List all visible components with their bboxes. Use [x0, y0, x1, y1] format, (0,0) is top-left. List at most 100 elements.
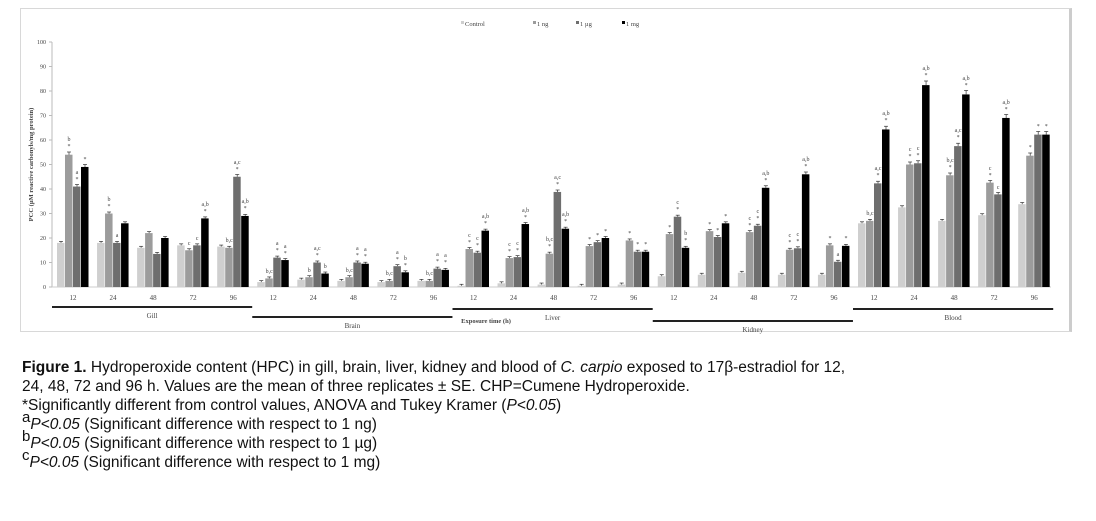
x-tick-label: 96: [630, 294, 638, 302]
bar: [537, 284, 546, 287]
note-c: cP<0.05 (Significant difference with res…: [22, 447, 1082, 472]
bar: [321, 273, 329, 287]
bar: [425, 280, 433, 287]
bar: [361, 263, 369, 287]
significance-label: a,b *: [802, 157, 810, 170]
significance-label: a,c *: [874, 166, 882, 180]
bar: [57, 242, 65, 287]
note-a: aP<0.05 (Significant difference with res…: [22, 409, 1082, 434]
significance-label: a *: [435, 252, 439, 266]
bar: [481, 230, 489, 287]
note-superscript: c: [22, 447, 30, 464]
figure-caption: Figure 1. Hydroperoxide content (HPC) in…: [22, 358, 1082, 472]
significance-label: *: [1028, 145, 1032, 151]
significance-label: c *: [788, 233, 792, 247]
significance-label: a *: [395, 249, 399, 263]
bar: [457, 285, 465, 287]
significance-label: c *: [796, 231, 800, 245]
significance-label: c *: [748, 215, 752, 229]
significance-label: c: [187, 240, 191, 247]
significance-label: *: [708, 221, 712, 228]
bar: [697, 274, 706, 287]
bar: [721, 223, 730, 287]
significance-label: *: [1044, 123, 1048, 130]
significance-label: c: [195, 235, 199, 242]
bar: [97, 242, 105, 287]
significance-label: a *: [75, 169, 79, 183]
significance-label: b,c: [385, 271, 393, 278]
y-tick-label: 20: [40, 236, 46, 242]
significance-label: *: [1036, 123, 1040, 130]
bar: [553, 191, 562, 287]
bar: [705, 231, 714, 287]
y-tick-label: 60: [40, 138, 46, 144]
significance-label: *: [636, 242, 640, 249]
bar: [785, 249, 794, 287]
bar: [177, 245, 185, 287]
significance-label: a,b *: [521, 207, 530, 221]
x-tick-label: 24: [911, 294, 919, 302]
note-text: (Significant difference with respect to …: [79, 454, 381, 471]
bar: [1002, 117, 1010, 287]
bar: [593, 242, 602, 287]
y-tick-label: 100: [37, 40, 46, 46]
bar: [962, 94, 970, 288]
bar: [153, 253, 161, 287]
significance-label: c *: [676, 200, 680, 214]
significance-label: *: [716, 227, 720, 234]
bar: [265, 278, 273, 287]
x-tick-label: 24: [510, 294, 518, 302]
legend-swatch: [576, 21, 579, 24]
bar: [65, 154, 73, 287]
bar: [465, 249, 473, 287]
significance-label: a,c *: [554, 175, 562, 188]
legend-swatch: [622, 21, 625, 24]
significance-label: a: [115, 233, 119, 240]
bar: [841, 245, 850, 287]
legend-label: 1 ng: [537, 21, 549, 28]
bar: [545, 253, 554, 287]
bar: [217, 246, 225, 287]
caption-line-2: 24, 48, 72 and 96 h. Values are the mean…: [22, 378, 690, 395]
significance-label: b,c: [425, 271, 434, 278]
significance-label: *: [724, 213, 728, 220]
bar: [417, 280, 425, 287]
significance-label: a,b *: [962, 75, 970, 89]
bar: [145, 233, 153, 287]
bar: [201, 218, 209, 287]
tissue-label: Gill: [147, 312, 158, 320]
bar: [906, 164, 914, 287]
bar: [617, 284, 626, 287]
bar: [601, 238, 610, 287]
bar: [914, 163, 922, 287]
bar: [633, 251, 642, 287]
bar: [833, 261, 842, 287]
bar: [986, 182, 994, 287]
caption-text: exposed to 17β-estradiol for 12,: [622, 359, 846, 376]
bar: [874, 183, 882, 287]
bar: [657, 276, 666, 287]
bar: [241, 215, 249, 287]
bar: [433, 268, 441, 287]
x-tick-label: 48: [750, 294, 758, 302]
significance-label: b *: [67, 137, 71, 150]
bar: [858, 223, 866, 287]
tissue-label: Blood: [945, 314, 963, 322]
x-tick-label: 24: [310, 294, 318, 302]
bar: [561, 228, 570, 287]
y-tick-label: 10: [40, 261, 46, 267]
bar: [513, 257, 522, 287]
x-tick-label: 24: [110, 294, 118, 302]
bar: [225, 247, 233, 287]
bar: [946, 175, 954, 287]
x-tick-label: 48: [550, 294, 558, 302]
x-tick-label: 72: [991, 294, 999, 302]
bar: [898, 207, 906, 287]
x-tick-label: 12: [70, 294, 78, 302]
legend-swatch: [533, 21, 536, 24]
bar: [761, 187, 770, 287]
note-text: (Significant difference with respect to …: [79, 435, 378, 452]
significance-label: *: [828, 235, 832, 242]
tissue-label: Brain: [345, 322, 361, 330]
significance-label: b,c: [225, 238, 233, 245]
